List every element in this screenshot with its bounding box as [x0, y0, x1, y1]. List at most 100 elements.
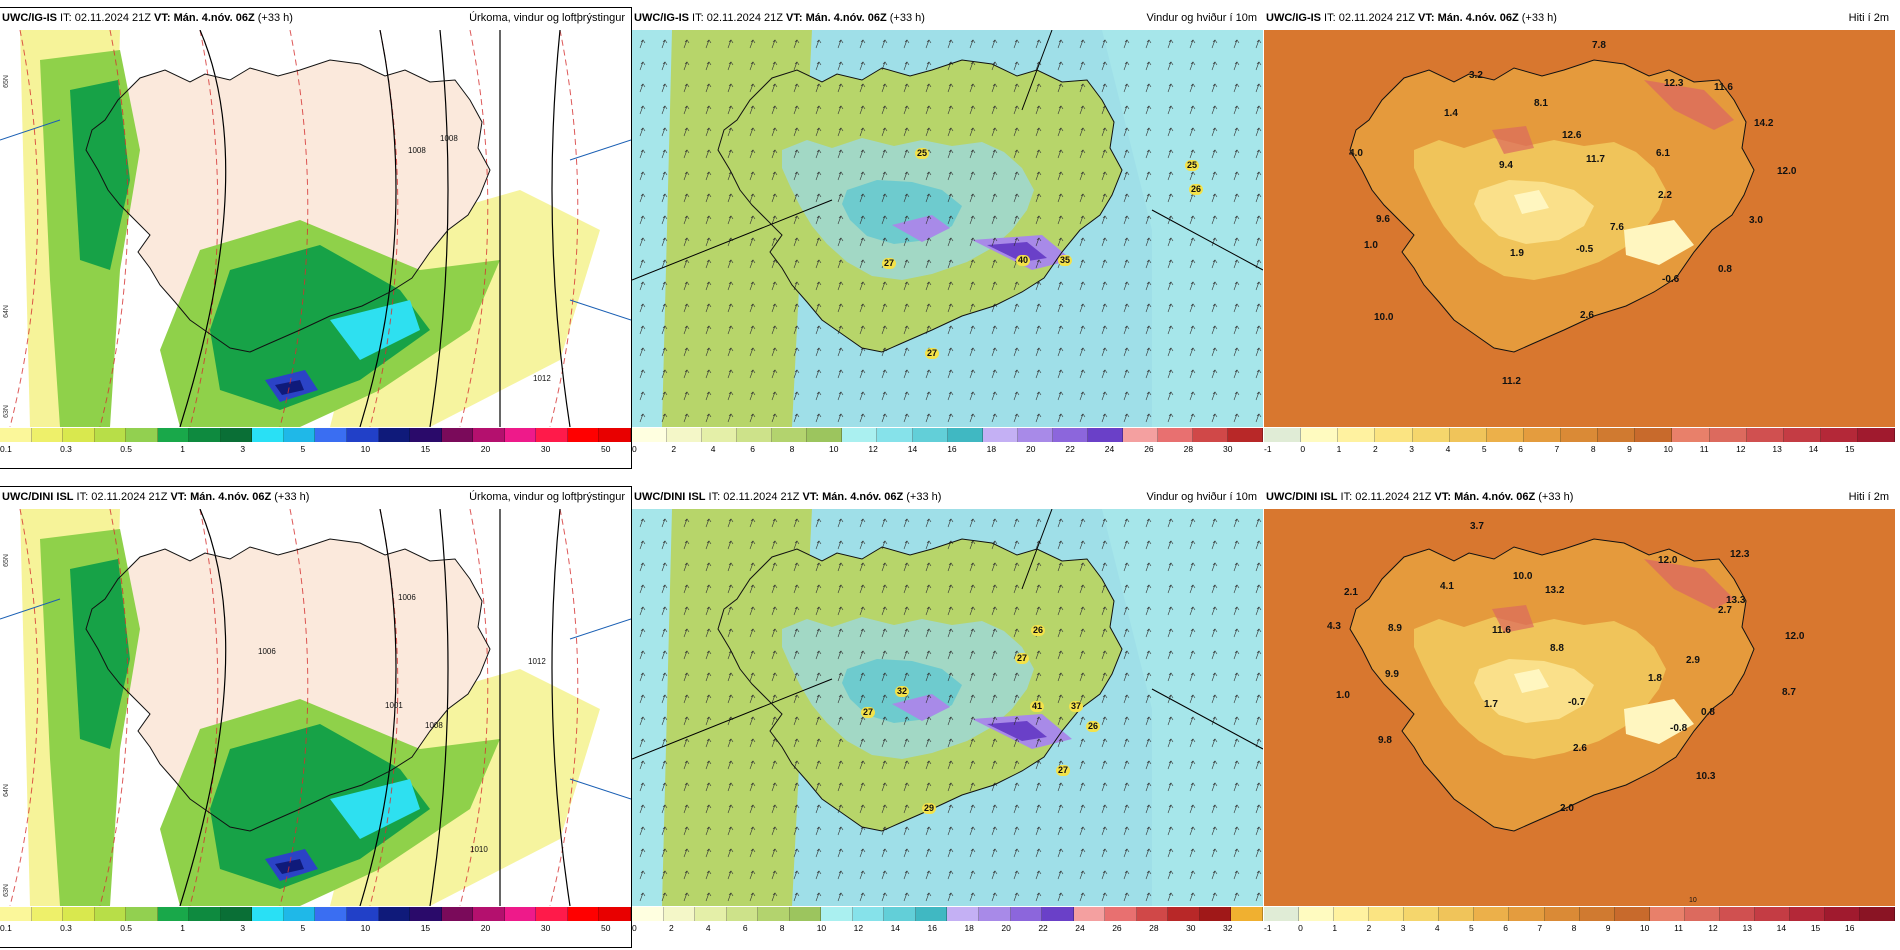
run-info: UWC/IG-IS IT: 02.11.2024 21Z VT: Mán. 4.… [2, 12, 293, 24]
colorbar-swatch [807, 428, 843, 442]
valid-time: VT: Mán. 4.nóv. 06Z [170, 491, 272, 503]
colorbar-tick-label: 20 [1001, 923, 1011, 933]
colorbar [0, 907, 631, 921]
colorbar-tick-label: 24 [1104, 444, 1115, 454]
valid-time: VT: Mán. 4.nóv. 06Z [1434, 491, 1536, 503]
colorbar-swatch [852, 907, 885, 921]
temperature-label: 12.3 [1730, 549, 1750, 560]
colorbar-tick-label: 10 [360, 444, 371, 454]
gust-label: 27 [1015, 653, 1030, 664]
temperature-label: -0.5 [1576, 244, 1594, 255]
colorbar-tick-label: 0.1 [0, 444, 12, 454]
isobar-label: 1012 [533, 374, 551, 383]
colorbar-swatch [283, 907, 316, 921]
colorbar-tick-label: 5 [1481, 444, 1487, 454]
temperature-label: 11.6 [1714, 82, 1733, 93]
colorbar-tick-label: 28 [1149, 923, 1159, 933]
colorbar-swatch [441, 428, 474, 442]
colorbar-tick-label: 6 [1518, 444, 1523, 454]
map-area[interactable] [1264, 30, 1895, 427]
panel-title: Vindur og hviður í 10m [1146, 491, 1257, 503]
colorbar-tick-label: 14 [890, 923, 901, 933]
colorbar-swatch [982, 428, 1018, 442]
colorbar-tick-label: 14 [907, 444, 918, 454]
temperature-label: 12.3 [1664, 78, 1684, 89]
colorbar [0, 428, 631, 442]
colorbar-tick-label: 1 [1332, 923, 1338, 933]
colorbar-swatch [947, 428, 983, 442]
colorbar-swatch [1486, 428, 1524, 442]
temperature-label: 9.8 [1378, 735, 1392, 746]
map-area[interactable] [632, 509, 1263, 906]
map-area[interactable] [0, 30, 631, 427]
colorbar-swatch [94, 907, 127, 921]
colorbar-tick-label: 8 [1590, 444, 1596, 454]
gust-label: 27 [882, 258, 897, 269]
map-area[interactable] [632, 30, 1263, 427]
colorbar-swatch [1136, 907, 1169, 921]
colorbar-tick-label: 4 [705, 923, 711, 933]
temperature-label: 3.7 [1470, 521, 1484, 532]
isobar-label: 1001 [385, 701, 403, 710]
colorbar-swatch [567, 428, 600, 442]
panel-temp-igis: UWC/IG-IS IT: 02.11.2024 21Z VT: Mán. 4.… [1264, 8, 1896, 468]
temperature-label: 0.8 [1701, 707, 1715, 718]
colorbar-tick-label: 4 [1434, 923, 1440, 933]
colorbar-swatch [1509, 907, 1545, 921]
colorbar-swatch [441, 907, 474, 921]
map-area[interactable] [1264, 509, 1895, 906]
model-name: UWC/DINI ISL [634, 491, 706, 503]
gust-label: 27 [861, 707, 876, 718]
colorbar-tick-label: 0.3 [60, 444, 72, 454]
colorbar-swatch [567, 907, 600, 921]
temperature-label: 9.9 [1385, 669, 1399, 680]
colorbar-swatch [1789, 907, 1825, 921]
temperature-label: 13.2 [1545, 585, 1565, 596]
colorbar-tick-label: 3 [1400, 923, 1406, 933]
gust-label: 37 [1069, 701, 1084, 712]
isobar-label: 1008 [408, 146, 426, 155]
colorbar-swatch [667, 428, 703, 442]
colorbar-tick-label: 8 [779, 923, 785, 933]
colorbar-tick-label: 18 [964, 923, 974, 933]
colorbar-tick-label: 12 [853, 923, 864, 933]
map-area[interactable] [0, 509, 631, 906]
colorbar-tick-label: 24 [1075, 923, 1085, 933]
colorbar-swatch [1709, 428, 1747, 442]
colorbar-swatch [252, 428, 284, 442]
colorbar-tick-label: 0.5 [120, 444, 133, 454]
init-time: IT: 02.11.2024 21Z [705, 491, 803, 503]
temperature-label: 1.7 [1484, 699, 1498, 710]
colorbar-tick-label: 16 [947, 444, 957, 454]
gust-label: 32 [895, 686, 910, 697]
colorbar-swatch [1338, 428, 1376, 442]
colorbar-ticks: 0.1 0.3 0.5 1 3 5 10 15 20 30 50 [0, 923, 631, 935]
panel-header: UWC/DINI ISL IT: 02.11.2024 21Z VT: Mán.… [2, 491, 625, 507]
colorbar-swatch [315, 907, 348, 921]
latitude-label: 63N [2, 405, 10, 418]
colorbar-swatch [1157, 428, 1193, 442]
colorbar-swatch [220, 428, 253, 442]
colorbar-swatch [1122, 428, 1158, 442]
colorbar-tick-label: 30 [1186, 923, 1196, 933]
colorbar-tick-label: 0 [632, 444, 637, 454]
colorbar-tick-label: 11 [1674, 923, 1683, 933]
colorbar-tick-label: 1 [1336, 444, 1342, 454]
colorbar-tick-label: 0.1 [0, 923, 12, 933]
colorbar-tick-label: 1 [180, 444, 186, 454]
colorbar-swatch [31, 907, 64, 921]
gust-label: 26 [1189, 184, 1204, 195]
colorbar-swatch [1168, 907, 1200, 921]
colorbar-swatch [1746, 428, 1784, 442]
colorbar-swatch [378, 428, 411, 442]
colorbar-swatch [63, 907, 95, 921]
colorbar-tick-label: 0.3 [60, 923, 72, 933]
model-name: UWC/IG-IS [1266, 12, 1321, 24]
temperature-label: -0.8 [1670, 723, 1688, 734]
colorbar-swatch [726, 907, 759, 921]
colorbar-tick-label: 20 [480, 444, 491, 454]
panel-title: Vindur og hviður í 10m [1146, 12, 1257, 24]
colorbar-swatch [0, 428, 32, 442]
colorbar-tick-label: 3 [240, 444, 246, 454]
colorbar-swatch [1301, 428, 1339, 442]
